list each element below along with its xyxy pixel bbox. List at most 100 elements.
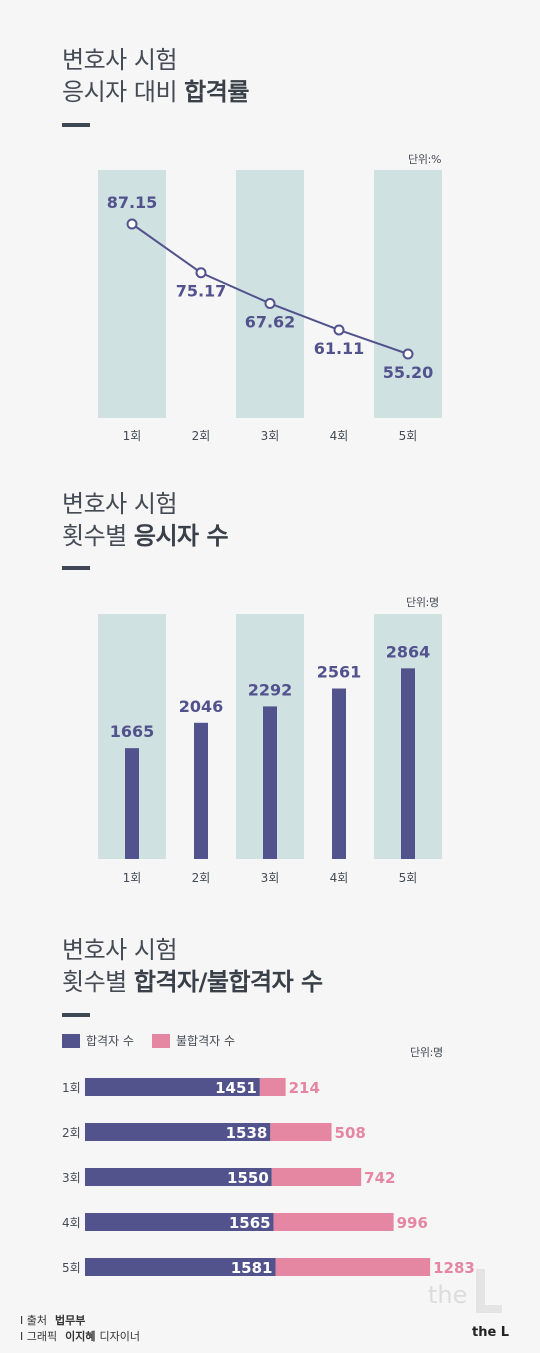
footer-source: I 출처 법무부 (20, 1313, 85, 1329)
chart3-pass-bar (85, 1213, 274, 1231)
chart1-band (236, 170, 304, 418)
chart3-fail-label: 508 (335, 1124, 366, 1142)
section1-unit: 단위:% (408, 153, 442, 166)
section3-title-bold: 합격자/불합격자 수 (133, 968, 323, 996)
chart3-pass-label: 1565 (229, 1214, 271, 1232)
section3-title-plain: 횟수별 (62, 968, 134, 996)
chart2-bar (401, 668, 415, 859)
chart2-tick-label: 1회 (123, 871, 142, 885)
section1-title-line1: 변호사 시험 (62, 46, 178, 74)
section3-unit: 단위:명 (410, 1046, 443, 1059)
chart3-fail-label: 996 (397, 1214, 428, 1232)
chart3-fail-bar (273, 1213, 394, 1231)
logo-watermark-l-base (476, 1305, 502, 1313)
chart2-bar (194, 722, 208, 859)
section1-title-bar (62, 123, 90, 127)
chart3-tick-label: 3회 (62, 1171, 81, 1185)
chart2-data-label: 2561 (317, 663, 362, 682)
chart1-tick-label: 3회 (261, 429, 280, 443)
chart2-data-label: 2292 (248, 680, 293, 699)
chart1-point (333, 324, 345, 336)
section2-title-bold: 응시자 수 (133, 522, 229, 550)
chart1-tick-label: 2회 (192, 429, 211, 443)
logo-watermark-l (476, 1269, 485, 1313)
section2-title-plain: 횟수별 (62, 522, 134, 550)
chart2-tick-label: 2회 (192, 871, 211, 885)
footer-graphic-name: 이지혜 (65, 1330, 96, 1343)
chart1-point (126, 218, 138, 230)
section3-title: 변호사 시험 횟수별 합격자/불합격자 수 (62, 934, 323, 998)
chart1-data-label: 61.11 (314, 339, 365, 358)
legend-pass-label: 합격자 수 (86, 1034, 134, 1048)
chart3-pass-bar (85, 1258, 276, 1276)
chart2-data-label: 2046 (179, 697, 224, 716)
chart3-fail-bar (275, 1258, 431, 1276)
footer-marker: I (20, 1314, 27, 1327)
chart3-pass-bar (85, 1168, 272, 1186)
pass-fail-stacked-bar-chart: 1회 1451 214 2회 1538 508 3회 1550 742 4회 1565 996 5회 15… (62, 1078, 475, 1277)
section1-title-bold: 합격률 (184, 78, 249, 106)
chart3-pass-label: 1451 (215, 1079, 257, 1097)
chart3-pass-label: 1581 (231, 1259, 273, 1277)
section3-title-line1: 변호사 시험 (62, 936, 178, 964)
section2-title-line1: 변호사 시험 (62, 490, 178, 518)
chart3-fail-label: 214 (289, 1079, 320, 1097)
footer-source-label: 출처 (26, 1314, 47, 1327)
footer-graphic-role: 디자이너 (99, 1330, 140, 1343)
chart1-tick-label: 5회 (399, 429, 418, 443)
the-l-logo: the the L (428, 1269, 509, 1340)
legend: 합격자 수 불합격자 수 (62, 1032, 235, 1049)
chart3-fail-bar (271, 1168, 362, 1186)
legend-fail-swatch (151, 1033, 170, 1048)
chart1-tick-label: 4회 (330, 429, 349, 443)
chart3-pass-label: 1538 (226, 1124, 268, 1142)
chart1-band (98, 170, 166, 418)
section1-title-line2: 응시자 대비 합격률 (62, 76, 249, 108)
section2-title-bar (62, 566, 90, 570)
rate-line-chart: 87.15 75.17 67.62 61.11 55.20 1회 2회 3회 4회 5회 (98, 170, 442, 443)
chart3-pass-bar (85, 1078, 260, 1096)
legend-fail: 불합격자 수 (151, 1032, 235, 1049)
chart2-tick-label: 3회 (261, 871, 280, 885)
chart1-data-label: 67.62 (245, 312, 296, 331)
section3-title-line2: 횟수별 합격자/불합격자 수 (62, 966, 323, 998)
chart1-tick-label: 1회 (123, 429, 142, 443)
chart2-data-label: 1665 (110, 722, 155, 741)
section1-title: 변호사 시험 응시자 대비 합격률 (62, 44, 249, 108)
chart3-fail-label: 1283 (433, 1259, 475, 1277)
chart1-band (374, 170, 442, 418)
chart3-fail-label: 742 (364, 1169, 395, 1187)
chart2-data-label: 2864 (386, 642, 431, 661)
footer-source-value: 법무부 (55, 1314, 86, 1327)
section3-title-bar (62, 1013, 90, 1017)
chart2-bar (332, 688, 346, 859)
chart2-bar (125, 748, 139, 859)
chart3-tick-label: 2회 (62, 1126, 81, 1140)
chart2-bar (263, 706, 277, 859)
footer-graphic: I 그래픽 이지혜 디자이너 (20, 1329, 140, 1345)
chart1-data-label: 55.20 (383, 363, 434, 382)
chart1-point (264, 297, 276, 309)
chart3-pass-label: 1550 (227, 1169, 269, 1187)
chart1-data-label: 87.15 (107, 193, 158, 212)
legend-pass: 합격자 수 (62, 1032, 134, 1049)
chart2-tick-label: 4회 (330, 871, 349, 885)
chart3-fail-bar (259, 1078, 286, 1096)
chart3-fail-bar (270, 1123, 332, 1141)
chart3-pass-bar (85, 1123, 271, 1141)
chart1-point (402, 348, 414, 360)
section2-unit: 단위:명 (406, 596, 439, 609)
chart1-point (195, 267, 207, 279)
legend-fail-label: 불합격자 수 (175, 1034, 235, 1048)
chart3-tick-label: 4회 (62, 1216, 81, 1230)
chart3-tick-label: 1회 (62, 1081, 81, 1095)
logo-watermark: the (428, 1281, 467, 1309)
applicants-bar-chart: 1665 2046 2292 2561 2864 1회 2회 3회 4회 5회 (98, 614, 442, 885)
footer-marker: I (20, 1330, 27, 1343)
chart1-data-label: 75.17 (176, 282, 227, 301)
section1-title-plain: 응시자 대비 (62, 78, 185, 106)
legend-pass-swatch (62, 1033, 80, 1048)
section2-title: 변호사 시험 횟수별 응시자 수 (62, 488, 229, 552)
section2-title-line2: 횟수별 응시자 수 (62, 520, 229, 552)
footer-graphic-label: 그래픽 (26, 1330, 58, 1343)
